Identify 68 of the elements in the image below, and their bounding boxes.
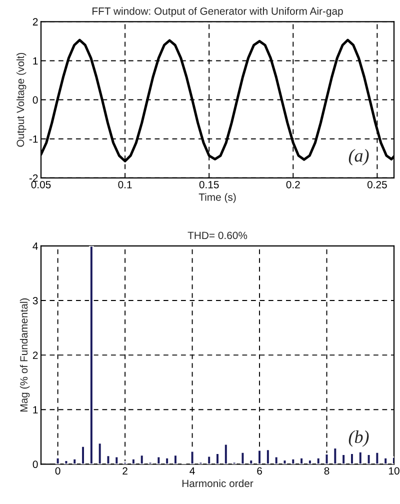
bar <box>248 459 254 464</box>
bar <box>80 445 86 464</box>
y-axis-title: Output Voltage (volt) <box>16 52 26 147</box>
x-axis-title: Time (s) <box>198 193 236 203</box>
bar <box>55 456 60 464</box>
bar <box>89 246 94 464</box>
annotation: (a) <box>348 149 369 166</box>
x-tick-label: 0.15 <box>199 180 219 188</box>
bar <box>358 450 363 464</box>
bar <box>198 461 204 464</box>
y-tick-label: 4 <box>32 242 38 250</box>
bar <box>240 451 246 464</box>
bar <box>156 456 162 464</box>
y-axis-title: Mag (% of Fundamental) <box>20 298 30 412</box>
bar <box>366 454 372 464</box>
bar <box>72 458 77 464</box>
bar <box>206 455 212 464</box>
bar <box>164 456 170 464</box>
x-tick-label: 0.1 <box>118 180 132 188</box>
x-tick-label: 0.25 <box>367 180 387 188</box>
bar <box>308 459 312 464</box>
bar <box>290 458 296 464</box>
bar <box>232 461 237 464</box>
y-tick-label: 3 <box>32 297 38 304</box>
bar <box>97 442 102 464</box>
x-tick-label: 8 <box>324 467 330 475</box>
x-tick-label: 10 <box>389 467 400 475</box>
bar <box>106 454 111 464</box>
annotation: (b) <box>348 430 369 447</box>
x-tick-label: 0.05 <box>31 180 51 188</box>
bar <box>190 450 195 464</box>
bar <box>316 456 321 464</box>
x-axis-title: Harmonic order <box>182 479 254 488</box>
y-tick-label: 2 <box>32 352 38 359</box>
x-tick-label: 0 <box>55 467 60 475</box>
bar <box>148 461 153 464</box>
x-tick-label: 4 <box>190 467 195 475</box>
bar <box>324 453 330 464</box>
y-tick-label: 1 <box>33 57 38 65</box>
bar <box>122 461 128 464</box>
bar <box>131 458 136 464</box>
bar <box>139 454 144 464</box>
bar <box>383 456 388 464</box>
bar <box>374 451 380 464</box>
chart-title: FFT window: Output of Generator with Uniform Air-gap <box>92 7 343 17</box>
bar <box>257 449 262 464</box>
y-tick-label: 0 <box>32 460 38 468</box>
bar <box>350 452 354 464</box>
bar <box>114 456 120 464</box>
bar <box>282 459 288 464</box>
bar <box>215 452 220 464</box>
bar <box>266 448 270 464</box>
bar <box>274 456 279 464</box>
x-tick-label: 2 <box>122 467 128 475</box>
bar <box>332 447 338 464</box>
x-tick-label: 0.2 <box>286 180 300 188</box>
y-tick-label: 2 <box>32 18 38 26</box>
y-tick-label: -1 <box>29 135 38 143</box>
y-tick-label: 0 <box>32 96 38 104</box>
bar <box>224 443 228 464</box>
y-tick-label: -2 <box>29 174 38 182</box>
y-tick-label: 1 <box>33 406 38 414</box>
bar <box>173 454 178 464</box>
bar <box>299 456 304 464</box>
bar <box>64 460 69 464</box>
bar <box>341 454 346 464</box>
chart-title: THD= 0.60% <box>188 232 248 240</box>
x-tick-label: 6 <box>257 467 262 475</box>
